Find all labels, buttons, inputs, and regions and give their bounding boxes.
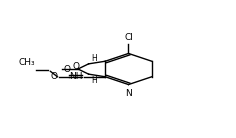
Text: N: N <box>125 89 132 98</box>
Text: CH₃: CH₃ <box>19 58 35 67</box>
Text: O: O <box>51 72 57 81</box>
Text: O: O <box>64 64 71 74</box>
Text: Cl: Cl <box>124 33 133 42</box>
Text: O: O <box>72 62 79 71</box>
Text: H: H <box>91 76 97 85</box>
Text: NH: NH <box>70 72 83 81</box>
Text: H: H <box>91 54 97 63</box>
